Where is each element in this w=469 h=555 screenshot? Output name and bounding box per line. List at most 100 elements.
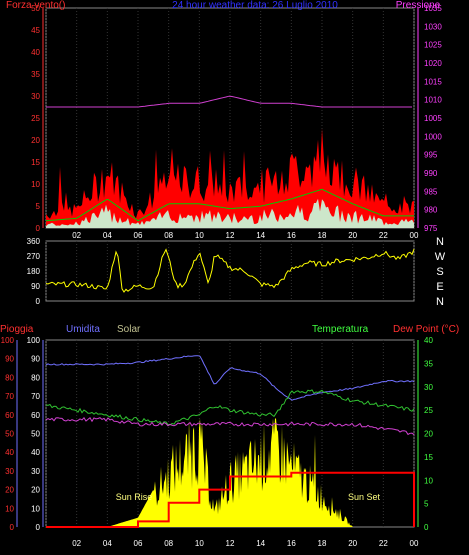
humidity-tick-label: 40 [31, 448, 40, 457]
humidity-tick-label: 30 [31, 467, 40, 476]
pressure-tick-label: 1000 [424, 132, 442, 141]
humidity-tick-label: 100 [27, 336, 41, 345]
sunrise-label: Sun Rise [116, 492, 153, 502]
x-tick-label: 10 [195, 539, 204, 548]
temperature-tick-label: 10 [424, 476, 433, 485]
direction-tick-label: 270 [27, 252, 41, 261]
rain-axis: 0 10 20 30 40 50 60 70 80 90 100 [1, 336, 18, 532]
temperature-tick-label: 30 [424, 383, 433, 392]
direction-tick-label: 0 [36, 297, 41, 306]
temperature-tick-label: 25 [424, 406, 433, 415]
x-tick-label: 22 [379, 539, 388, 548]
chart-title: 24 hour weather data: 26 Luglio 2010 [172, 0, 338, 11]
rain-tick-label: 0 [10, 523, 15, 532]
direction-marks [45, 248, 415, 293]
x-tick-label: 04 [103, 539, 112, 548]
x-tick-label: 14 [256, 539, 265, 548]
compass-label: S [436, 266, 443, 278]
pressure-tick-label: 985 [424, 187, 438, 196]
temperature-tick-label: 15 [424, 453, 433, 462]
pressure-tick-label: 990 [424, 169, 438, 178]
x-tick-label: 02 [72, 231, 81, 240]
x-tick-label: 10 [195, 231, 204, 240]
bottom-chart-marks [45, 355, 415, 528]
top-chart-marks [45, 95, 414, 228]
wind-tick-label: 30 [31, 92, 40, 101]
wind-axis-label: Forza vento() [6, 0, 65, 11]
temperature-tick-label: 20 [424, 430, 433, 439]
x-tick-label: 02 [72, 539, 81, 548]
rain-axis-label: Pioggia [0, 324, 34, 335]
humidity-tick-label: 20 [31, 486, 40, 495]
temperature-tick-label: 35 [424, 359, 433, 368]
rain-tick-label: 60 [5, 411, 14, 420]
pressure-line [46, 95, 412, 108]
pressure-tick-label: 1025 [424, 41, 442, 50]
rain-tick-label: 70 [5, 392, 14, 401]
humidity-tick-label: 70 [31, 392, 40, 401]
pressure-tick-label: 1030 [424, 22, 442, 31]
top-right-axis: 975 980 985 990 995 1000 1005 1010 1015 1020 1025 1… [417, 4, 442, 233]
humidity-axis: 0 10 20 30 40 50 60 70 80 90 100 [27, 336, 44, 532]
pressure-tick-label: 1015 [424, 77, 442, 86]
compass-label: W [435, 251, 446, 263]
temperature-tick-label: 5 [424, 500, 429, 509]
humidity-line [45, 355, 415, 401]
wind-tick-label: 35 [31, 70, 40, 79]
rain-line [46, 471, 415, 528]
x-tick-label: 08 [164, 231, 173, 240]
humidity-tick-label: 80 [31, 373, 40, 382]
compass-label: N [436, 296, 444, 308]
pressure-tick-label: 1005 [424, 114, 442, 123]
wind-average-line [45, 188, 414, 222]
rain-tick-label: 100 [1, 336, 15, 345]
temperature-axis-label: Temperatura [312, 324, 369, 335]
x-tick-label: 18 [318, 539, 327, 548]
x-tick-label: 00 [410, 539, 419, 548]
rain-tick-label: 10 [5, 504, 14, 513]
temperature-tick-label: 40 [424, 336, 433, 345]
rain-tick-label: 40 [5, 448, 14, 457]
humidity-tick-label: 50 [31, 430, 40, 439]
x-tick-label: 00 [410, 231, 419, 240]
pressure-tick-label: 975 [424, 224, 438, 233]
dewpoint-line [45, 416, 415, 436]
rain-tick-label: 20 [5, 486, 14, 495]
wind-tick-label: 15 [31, 158, 40, 167]
x-tick-label: 04 [103, 231, 112, 240]
direction-grid [45, 241, 415, 301]
pressure-axis-label: Pressione [396, 0, 441, 11]
rain-tick-label: 30 [5, 467, 14, 476]
x-tick-label: 06 [134, 231, 143, 240]
pressure-tick-label: 1035 [424, 4, 442, 13]
rain-tick-label: 80 [5, 373, 14, 382]
x-tick-label: 08 [164, 539, 173, 548]
x-tick-label: 22 [379, 231, 388, 240]
direction-tick-label: 180 [27, 267, 41, 276]
solar-area [46, 418, 414, 527]
sunset-label: Sun Set [348, 492, 381, 502]
wind-tick-label: 45 [31, 26, 40, 35]
wind-speed-area [46, 198, 414, 228]
wind-tick-label: 5 [36, 202, 41, 211]
pressure-tick-label: 980 [424, 206, 438, 215]
x-tick-label: 06 [134, 539, 143, 548]
humidity-tick-label: 90 [31, 355, 40, 364]
x-tick-label: 20 [348, 231, 357, 240]
top-x-axis: 02 04 06 08 10 12 14 16 18 20 22 00 [72, 231, 419, 240]
compass-label: E [436, 281, 443, 293]
direction-left-axis: 0 90 180 270 360 [27, 237, 41, 306]
wind-direction-line [45, 248, 415, 293]
bottom-x-axis: 02 04 06 08 10 12 14 16 18 20 22 00 [72, 539, 419, 548]
wind-tick-label: 20 [31, 136, 40, 145]
compass-label: N [436, 236, 444, 248]
x-tick-label: 16 [287, 231, 296, 240]
wind-tick-label: 50 [31, 4, 40, 13]
pressure-tick-label: 1020 [424, 59, 442, 68]
temperature-line [45, 389, 415, 426]
